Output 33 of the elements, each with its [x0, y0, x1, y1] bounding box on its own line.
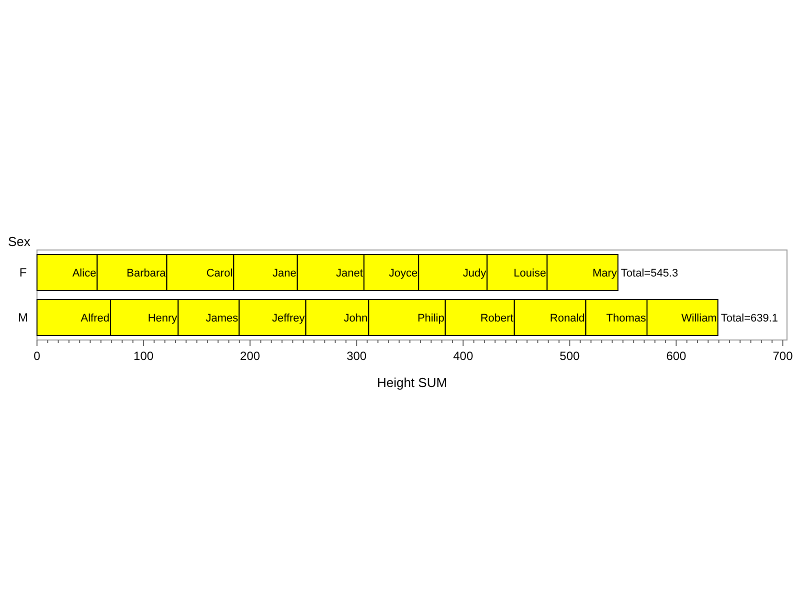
series-label: Joyce — [388, 268, 418, 280]
total-label: Total=639.1 — [720, 312, 778, 324]
series-label: Mary — [592, 268, 618, 280]
series-label: Ronald — [550, 312, 585, 324]
series-label: Jeffrey — [272, 312, 306, 324]
series-label: Henry — [148, 312, 178, 324]
series-label: Barbara — [126, 268, 167, 280]
x-tick-label: 600 — [666, 349, 687, 363]
series-label: Jane — [272, 268, 296, 280]
y-axis-title: Sex — [8, 234, 31, 249]
series-label: Robert — [480, 312, 514, 324]
series-label: Alice — [72, 268, 96, 280]
series-label: William — [681, 312, 717, 324]
series-label: Philip — [417, 312, 444, 324]
y-tick-label: F — [19, 266, 27, 280]
y-tick-label: M — [18, 310, 28, 324]
series-label: Judy — [462, 268, 487, 280]
series-label: John — [344, 312, 368, 324]
series-label: Thomas — [606, 312, 646, 324]
x-tick-label: 400 — [453, 349, 474, 363]
series-label: Louise — [514, 268, 546, 280]
x-tick-label: 700 — [772, 349, 794, 363]
series-label: Carol — [206, 268, 233, 280]
x-tick-label: 100 — [134, 349, 154, 363]
series-label: James — [206, 312, 239, 324]
x-axis-title: Height SUM — [376, 375, 448, 390]
series-label: Alfred — [80, 312, 110, 324]
series-label: Janet — [336, 268, 363, 280]
x-tick-label: 0 — [34, 349, 41, 363]
x-tick-label: 300 — [346, 349, 367, 363]
x-tick-label: 200 — [240, 349, 260, 363]
x-tick-label: 500 — [560, 349, 580, 363]
total-label: Total=545.3 — [620, 268, 678, 280]
